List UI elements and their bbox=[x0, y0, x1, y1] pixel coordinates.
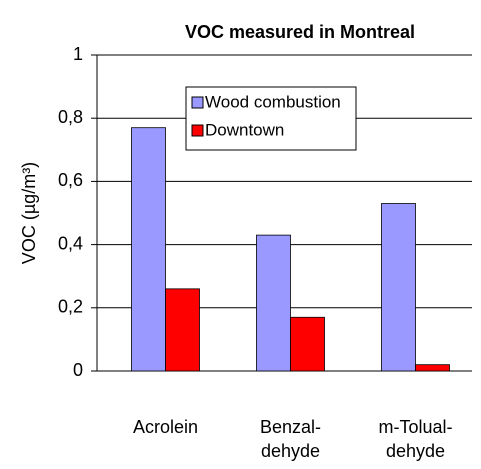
y-tick-label: 0 bbox=[73, 360, 83, 380]
legend-box bbox=[185, 86, 357, 151]
y-tick-label: 0,6 bbox=[58, 170, 83, 190]
bar bbox=[131, 127, 166, 372]
legend-label: Downtown bbox=[205, 120, 284, 139]
bar bbox=[290, 316, 325, 372]
chart-title: VOC measured in Montreal bbox=[185, 22, 415, 42]
legend-swatch bbox=[191, 124, 204, 137]
y-axis-label: VOC (µg/m³) bbox=[19, 162, 39, 264]
bar bbox=[165, 288, 200, 372]
y-tick-label: 0,4 bbox=[58, 233, 83, 253]
x-tick-label: m-Tolual-dehyde bbox=[378, 417, 452, 461]
bar bbox=[381, 203, 416, 372]
y-tick-label: 1 bbox=[73, 44, 83, 64]
bar bbox=[415, 364, 450, 372]
legend-label: Wood combustion bbox=[205, 92, 341, 111]
x-tick-label: Benzal-dehyde bbox=[260, 417, 321, 461]
y-tick-label: 0,2 bbox=[58, 297, 83, 317]
legend-swatch bbox=[191, 96, 204, 109]
bar bbox=[256, 234, 291, 372]
y-tick-label: 0,8 bbox=[58, 107, 83, 127]
x-tick-label: Acrolein bbox=[133, 417, 198, 437]
